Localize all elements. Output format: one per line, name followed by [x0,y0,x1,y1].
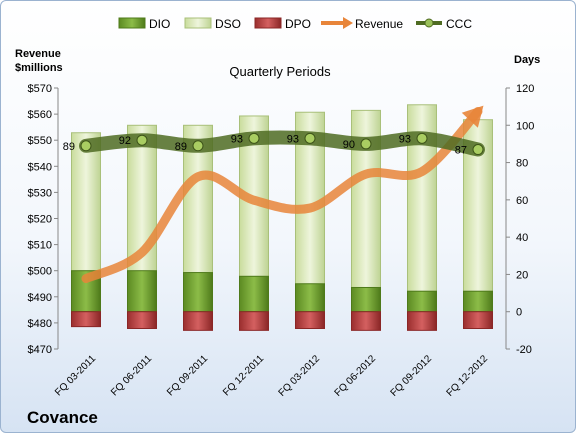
ccc-point [360,138,372,150]
y-left-tick-label: $470 [28,344,52,356]
ccc-point [416,132,428,144]
legend: DIO DSO DPO Revenue CCC [118,17,472,31]
bar-dio [463,290,493,313]
ccc-data-label: 89 [175,141,187,153]
ccc-data-label: 93 [399,133,411,145]
revenue-arrowhead [461,105,484,128]
legend-swatch-dio [118,17,146,29]
ccc-point [472,144,484,156]
y-left-tick-label: $570 [28,83,52,95]
legend-label-revenue: Revenue [355,17,403,31]
legend-swatch-ccc-marker [424,18,434,28]
legend-label-dso: DSO [215,17,241,31]
bar-dpo [407,311,437,331]
ccc-point [248,132,260,144]
ccc-point [192,140,204,152]
x-tick-label: FQ 06-2012 [333,353,379,399]
y-right-tick-label: 60 [516,195,528,207]
bar-dio [183,272,213,313]
bar-dpo [127,311,157,329]
bar-dio [127,270,157,313]
revenue-line [81,106,483,284]
x-tick-label: FQ 06-2011 [109,353,154,398]
y-left-title-line2: $millions [15,62,63,74]
bar-dio [239,275,269,313]
ccc-point [80,140,92,152]
y-right-tick-label: 120 [516,83,534,95]
ccc-point [304,132,316,144]
ccc-data-label: 92 [119,135,131,147]
chart-title: Quarterly Periods [229,64,331,79]
y-left-tick-label: $530 [28,187,52,199]
legend-swatch-dso [184,17,212,29]
legend-label-dio: DIO [149,17,170,31]
y-right-tick-label: 0 [516,307,522,319]
ccc-data-label: 93 [231,133,243,145]
x-tick-label: FQ 03-2012 [277,353,323,399]
y-left-tick-label: $490 [28,292,52,304]
y-left-tick-label: $480 [28,318,52,330]
y-right-tick-label: 20 [516,269,528,281]
bar-dpo [463,311,493,329]
x-tick-label: FQ 12-2012 [445,353,491,399]
y-left-tick-label: $520 [28,214,52,226]
x-tick-label: FQ 03-2011 [53,353,98,398]
y-left-tick-label: $550 [28,135,52,147]
y-left-tick-label: $540 [28,161,52,173]
legend-label-dpo: DPO [285,17,311,31]
legend-swatch-dpo [254,17,282,29]
plot-area: $470 $480 $490 $500 $510 $520 $530 $540 $550 $560… [28,83,535,399]
bar-dpo [295,311,325,329]
y-right-tick-label: 80 [516,158,528,170]
x-tick-label: FQ 09-2011 [165,353,210,398]
y-right-title: Days [514,54,540,66]
ccc-point [136,134,148,146]
y-right-tick-label: -20 [516,344,532,356]
y-left-tick-label: $560 [28,109,52,121]
x-tick-label: FQ 12-2011 [221,353,266,398]
bar-dio [351,286,381,313]
x-tick-label: FQ 09-2012 [389,353,435,399]
y-right-tick-label: 40 [516,232,528,244]
y-left-tick-label: $510 [28,240,52,252]
bar-dpo [183,311,213,331]
y-left-tick-label: $500 [28,266,52,278]
company-name: Covance [27,408,98,427]
legend-label-ccc: CCC [446,17,472,31]
bar-dpo [351,311,381,331]
bar-dio [407,290,437,313]
legend-swatch-revenue-arrow [343,17,353,29]
ccc-data-label: 90 [343,139,355,151]
ccc-data-label: 93 [287,133,299,145]
bar-dpo [71,311,101,328]
ccc-data-label: 87 [455,145,467,157]
ccc-data-label: 89 [63,141,75,153]
bar-dpo [239,311,269,331]
y-left-title-line1: Revenue [15,48,61,60]
bar-dio [295,283,325,313]
y-right-tick-label: 100 [516,120,534,132]
